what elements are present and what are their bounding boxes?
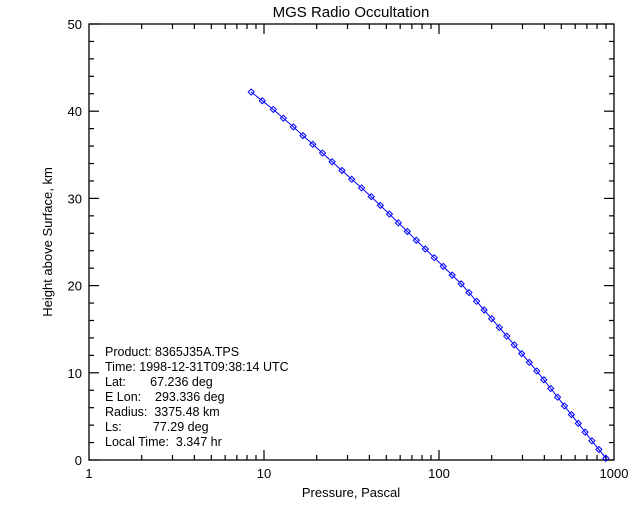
data-point-diamond: [299, 131, 307, 140]
data-point-diamond: [472, 297, 481, 306]
data-point-diamond: [309, 140, 317, 149]
annotation-local-time: Local Time: 3.347 hr: [105, 435, 222, 449]
series-line: [247, 88, 610, 462]
data-point-diamond: [495, 323, 503, 332]
x-axis-label: Pressure, Pascal: [302, 485, 400, 500]
data-point-diamond: [430, 253, 439, 262]
data-point-diamond: [602, 454, 610, 462]
annotation-ls: Ls: 77.29 deg: [105, 420, 209, 434]
occultation-info: Product: 8365J35A.TPS Time: 1998-12-31T0…: [105, 345, 289, 449]
data-point-diamond: [439, 262, 447, 271]
data-point-diamond: [394, 219, 403, 227]
data-point-diamond: [385, 210, 394, 218]
data-point-diamond: [318, 149, 327, 157]
y-axis-label: Height above Surface, km: [40, 167, 55, 317]
x-tick-label: 1000: [600, 466, 629, 481]
data-point-diamond: [503, 332, 511, 340]
data-point-diamond: [269, 105, 277, 114]
data-point-diamond: [567, 410, 576, 419]
data-point-diamond: [588, 437, 596, 445]
x-tick-label: 10: [257, 466, 271, 481]
data-point-diamond: [581, 428, 589, 436]
data-point-diamond: [553, 393, 562, 401]
data-point-diamond: [338, 166, 346, 175]
y-tick-label: 0: [75, 453, 82, 468]
data-point-diamond: [258, 97, 266, 105]
y-tick-label: 30: [68, 191, 82, 206]
x-tick-label: 1: [85, 466, 92, 481]
data-point-diamond: [480, 306, 488, 314]
data-point-diamond: [289, 123, 297, 131]
data-point-diamond: [279, 114, 288, 122]
y-tick-label: 40: [68, 104, 82, 119]
data-point-diamond: [487, 315, 496, 323]
data-point-diamond: [247, 88, 255, 96]
data-point-diamond: [518, 349, 526, 358]
data-point-diamond: [465, 288, 473, 297]
profile-line: [250, 91, 607, 459]
data-point-diamond: [328, 158, 336, 166]
data-point-diamond: [412, 236, 421, 244]
y-tick-label: 50: [68, 17, 82, 32]
annotation-product: Product: 8365J35A.TPS: [105, 345, 239, 359]
data-point-diamond: [560, 402, 569, 410]
data-point-diamond: [367, 192, 375, 201]
x-tick-label: 100: [428, 466, 450, 481]
annotation-time: Time: 1998-12-31T09:38:14 UTC: [105, 360, 289, 374]
annotation-elon: E Lon: 293.336 deg: [105, 390, 225, 404]
plot-frame: [88, 23, 615, 461]
data-point-diamond: [448, 271, 456, 279]
data-point-diamond: [533, 367, 541, 375]
data-point-diamond: [421, 245, 430, 253]
annotation-radius: Radius: 3375.48 km: [105, 405, 220, 419]
data-point-diamond: [525, 358, 533, 367]
annotation-lat: Lat: 67.236 deg: [105, 375, 213, 389]
data-point-diamond: [376, 201, 385, 210]
data-point-diamond: [574, 419, 582, 428]
chart-title: MGS Radio Occultation: [273, 4, 430, 21]
data-point-diamond: [547, 384, 555, 393]
data-point-diamond: [403, 227, 412, 236]
tick-labels: 1 10 100 1000 0 10 20 30 40 50: [68, 17, 629, 481]
data-point-diamond: [347, 175, 356, 183]
y-tick-label: 20: [68, 279, 82, 294]
data-point-diamond: [510, 341, 518, 349]
y-tick-label: 10: [68, 366, 82, 381]
data-point-diamond: [357, 184, 366, 192]
data-point-diamond: [540, 376, 548, 384]
axes: [88, 23, 615, 461]
data-point-diamond: [595, 445, 603, 454]
data-point-diamond: [457, 280, 465, 288]
